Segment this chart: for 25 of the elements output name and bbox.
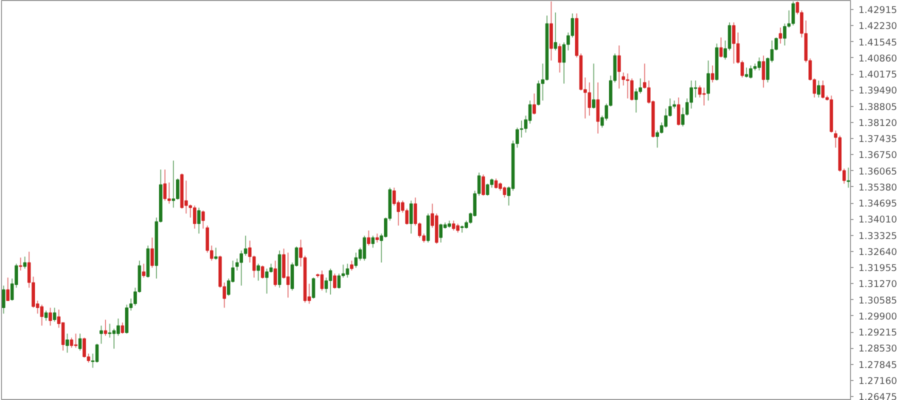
y-tick-label: 1.36750 — [858, 150, 898, 162]
y-tick-label: 1.27845 — [858, 360, 898, 371]
y-tick-label: 1.40175 — [858, 70, 898, 81]
y-tick-label: 1.40860 — [858, 53, 898, 64]
y-tick-label: 1.29900 — [858, 311, 898, 322]
y-tick-label: 1.27160 — [858, 376, 898, 387]
y-tick-label: 1.38805 — [858, 102, 898, 113]
y-tick-label: 1.34010 — [858, 214, 898, 226]
y-tick-label: 1.41545 — [858, 37, 898, 48]
y-tick-label: 1.42230 — [858, 21, 898, 32]
y-tick-label: 1.30585 — [858, 295, 898, 306]
y-tick-label: 1.31955 — [858, 263, 898, 274]
y-tick-label: 1.34695 — [858, 198, 898, 210]
y-tick-label: 1.26475 — [858, 392, 898, 400]
y-tick-label: 1.31270 — [858, 279, 898, 290]
y-tick-label: 1.37435 — [858, 134, 898, 146]
y-tick-label: 1.32640 — [858, 246, 898, 258]
y-tick-label: 1.33325 — [858, 230, 898, 242]
y-tick-label: 1.39490 — [858, 86, 898, 97]
y-tick-label: 1.35380 — [858, 182, 898, 194]
y-tick-label: 1.38120 — [858, 118, 898, 129]
y-tick-label: 1.36065 — [858, 166, 898, 178]
y-tick-label: 1.29215 — [858, 328, 898, 339]
y-tick-label: 1.42915 — [858, 5, 898, 16]
y-tick-label: 1.28530 — [858, 344, 898, 355]
